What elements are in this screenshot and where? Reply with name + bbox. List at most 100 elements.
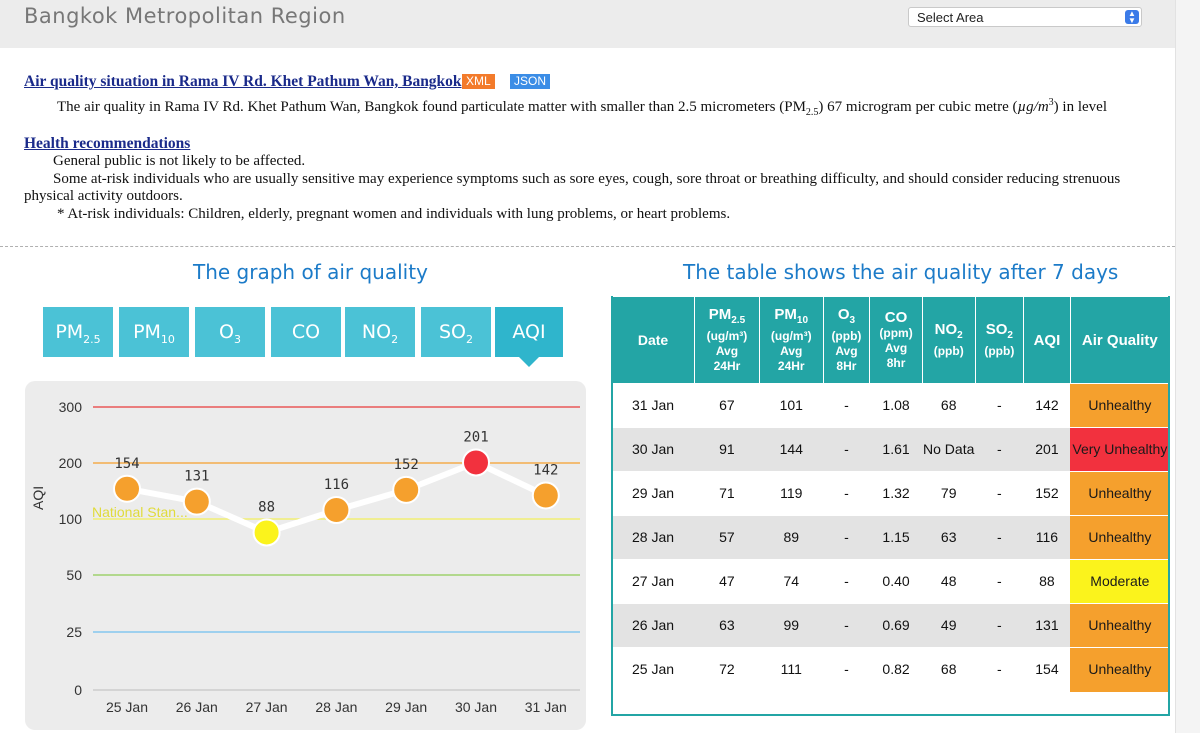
aqi-line-chart: National Stan... 0 25 50 100 200 300 25 Jan 26 J… bbox=[59, 399, 580, 715]
data-point[interactable] bbox=[462, 448, 490, 477]
header-date: Date bbox=[610, 296, 696, 384]
top-header: Bangkok Metropolitan Region Select Area … bbox=[0, 0, 1175, 48]
cell-co: 1.15 bbox=[869, 515, 923, 560]
scrollbar[interactable] bbox=[1175, 0, 1200, 733]
tab-so2[interactable]: SO2 bbox=[421, 307, 491, 357]
health-general-text: General public is not likely to be affec… bbox=[53, 153, 306, 169]
cell-quality: Unhealthy bbox=[1070, 603, 1170, 648]
cell-co: 1.08 bbox=[869, 383, 923, 428]
cell-pm25: 72 bbox=[694, 647, 760, 692]
tab-pm25[interactable]: PM2.5 bbox=[43, 307, 113, 357]
table-row: 31 Jan 67 101-1.08 68-142 Unhealthy bbox=[611, 383, 1170, 428]
cell-quality: Very Unhealthy bbox=[1070, 427, 1170, 472]
cell-aqi: 154 bbox=[1023, 647, 1071, 692]
cell-no2: 79 bbox=[922, 471, 976, 516]
x-tick-label: 29 Jan bbox=[385, 699, 427, 715]
header-no2: NO2 (ppb) bbox=[921, 296, 976, 384]
cell-aqi: 152 bbox=[1023, 471, 1071, 516]
cell-co: 1.61 bbox=[869, 427, 923, 472]
data-point[interactable] bbox=[182, 487, 211, 516]
header-so2: SO2 (ppb) bbox=[974, 296, 1025, 384]
x-tick-label: 27 Jan bbox=[246, 699, 288, 715]
region-title: Bangkok Metropolitan Region bbox=[24, 4, 346, 28]
cell-so2: - bbox=[975, 427, 1024, 472]
cell-aqi: 116 bbox=[1023, 515, 1071, 560]
cell-pm10: 111 bbox=[759, 647, 824, 692]
situation-title-link[interactable]: Air quality situation in Rama IV Rd. Khe… bbox=[24, 73, 462, 90]
cell-quality: Unhealthy bbox=[1070, 515, 1170, 560]
table-row: 29 Jan 71 119-1.32 79-152 Unhealthy bbox=[611, 471, 1170, 516]
data-label: 142 bbox=[533, 462, 558, 478]
table-row: 28 Jan 57 89-1.15 63-116 Unhealthy bbox=[611, 515, 1170, 560]
json-button[interactable]: JSON bbox=[510, 74, 551, 89]
cell-quality: Moderate bbox=[1070, 559, 1170, 604]
data-point[interactable] bbox=[322, 496, 351, 525]
cell-co: 0.69 bbox=[869, 603, 923, 648]
cell-quality: Unhealthy bbox=[1070, 647, 1170, 692]
cell-pm25: 67 bbox=[694, 383, 760, 428]
header-pm25: PM2.5 (ug/m³) Avg 24Hr bbox=[694, 296, 760, 384]
cell-pm10: 89 bbox=[759, 515, 824, 560]
cell-so2: - bbox=[975, 471, 1024, 516]
x-tick-label: 31 Jan bbox=[525, 699, 567, 715]
x-tick-label: 30 Jan bbox=[455, 699, 497, 715]
data-point[interactable] bbox=[392, 475, 421, 504]
data-point[interactable] bbox=[113, 474, 141, 503]
data-point[interactable] bbox=[252, 518, 281, 547]
data-label: 201 bbox=[463, 429, 488, 445]
cell-no2: 63 bbox=[922, 515, 976, 560]
header-quality: Air Quality bbox=[1069, 296, 1171, 384]
data-label: 154 bbox=[114, 456, 139, 472]
cell-date: 26 Jan bbox=[611, 603, 695, 648]
y-tick-label: 50 bbox=[66, 567, 82, 583]
cell-date: 29 Jan bbox=[611, 471, 695, 516]
cell-o3: - bbox=[823, 515, 870, 560]
data-label: 88 bbox=[258, 499, 275, 515]
cell-date: 28 Jan bbox=[611, 515, 695, 560]
cell-o3: - bbox=[823, 427, 870, 472]
cell-no2: 48 bbox=[922, 559, 976, 604]
cell-aqi: 142 bbox=[1023, 383, 1071, 428]
dropdown-arrows-icon: ▲ ▼ bbox=[1125, 10, 1139, 25]
cell-so2: - bbox=[975, 515, 1024, 560]
cell-o3: - bbox=[823, 559, 870, 604]
health-recommendations-link[interactable]: Health recommendations bbox=[24, 135, 191, 152]
cell-aqi: 201 bbox=[1023, 427, 1071, 472]
cell-no2: 68 bbox=[922, 383, 976, 428]
graph-title: The graph of air quality bbox=[193, 260, 428, 284]
cell-so2: - bbox=[975, 383, 1024, 428]
cell-aqi: 131 bbox=[1023, 603, 1071, 648]
cell-pm25: 71 bbox=[694, 471, 760, 516]
tab-no2[interactable]: NO2 bbox=[345, 307, 415, 357]
cell-pm25: 91 bbox=[694, 427, 760, 472]
cell-o3: - bbox=[823, 471, 870, 516]
x-tick-label: 26 Jan bbox=[176, 699, 218, 715]
x-tick-label: 25 Jan bbox=[106, 699, 148, 715]
cell-pm25: 47 bbox=[694, 559, 760, 604]
x-tick-label: 28 Jan bbox=[315, 699, 357, 715]
y-axis-label: AQI bbox=[30, 485, 46, 510]
table-title: The table shows the air quality after 7 … bbox=[683, 260, 1119, 284]
air-quality-table: Date PM2.5 (ug/m³) Avg 24Hr PM10 (ug/m³) Avg 2… bbox=[610, 296, 1171, 692]
tab-o3[interactable]: O3 bbox=[195, 307, 265, 357]
data-label: 131 bbox=[184, 469, 209, 485]
xml-button[interactable]: XML bbox=[462, 74, 495, 89]
section-divider bbox=[0, 246, 1175, 247]
tab-aqi[interactable]: AQI bbox=[495, 307, 563, 367]
select-area-dropdown[interactable]: Select Area ▲ ▼ bbox=[908, 7, 1142, 27]
table-row: 25 Jan 72 111-0.82 68-154 Unhealthy bbox=[611, 647, 1170, 692]
cell-no2: 68 bbox=[922, 647, 976, 692]
cell-co: 0.40 bbox=[869, 559, 923, 604]
header-o3: O3 (ppb) Avg 8Hr bbox=[822, 296, 871, 384]
data-point[interactable] bbox=[531, 481, 560, 510]
header-aqi: AQI bbox=[1023, 296, 1071, 384]
cell-no2: 49 bbox=[922, 603, 976, 648]
cell-date: 25 Jan bbox=[611, 647, 695, 692]
table-row: 27 Jan 47 74-0.40 48-88 Moderate bbox=[611, 559, 1170, 604]
cell-date: 30 Jan bbox=[611, 427, 695, 472]
tab-pm10[interactable]: PM10 bbox=[119, 307, 189, 357]
tab-co[interactable]: CO bbox=[271, 307, 341, 357]
data-label: 152 bbox=[394, 457, 419, 473]
cell-so2: - bbox=[975, 647, 1024, 692]
cell-pm10: 144 bbox=[759, 427, 824, 472]
